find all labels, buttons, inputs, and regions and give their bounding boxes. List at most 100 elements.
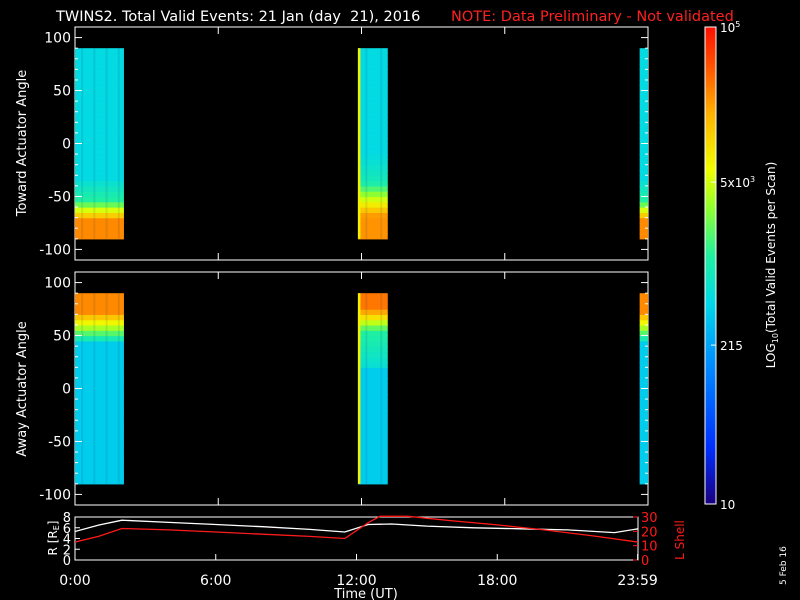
heat-cell <box>75 69 124 76</box>
orbit-y2-tick-label: 30 <box>641 511 658 526</box>
heat-cell <box>75 452 124 458</box>
heat-cell <box>639 132 648 139</box>
heat-cell <box>639 122 648 129</box>
heat-cell <box>75 159 124 166</box>
heat-cell <box>75 127 124 134</box>
heat-cell <box>357 393 388 400</box>
heat-cell <box>639 169 648 176</box>
heat-cell <box>357 452 388 458</box>
heat-cell <box>357 148 388 155</box>
toward-ylabel: Toward Actuator Angle <box>15 70 30 217</box>
colorbar-label-rest: (Total Valid Events per Scan) <box>764 162 778 333</box>
heat-cell <box>639 420 648 427</box>
heat-stripe <box>105 48 108 239</box>
heat-stripe <box>93 293 96 484</box>
heat-cell <box>357 90 388 97</box>
x-tick-label: 18:00 <box>477 573 517 589</box>
heat-cell <box>639 143 648 150</box>
orbit-y-tick-label: 6 <box>63 522 71 537</box>
heat-cell <box>357 457 388 464</box>
heat-cell <box>357 143 388 150</box>
heat-cell <box>639 367 648 374</box>
heat-cell <box>639 58 648 65</box>
heat-cell <box>357 303 388 310</box>
orbit-y2label: L Shell <box>673 520 687 560</box>
heat-cell <box>357 314 388 321</box>
heat-cell <box>639 201 648 208</box>
toward-axis: 100 50 0 -50 -100 <box>39 27 649 260</box>
heat-cell <box>75 314 124 321</box>
away-ylabel: Away Actuator Angle <box>15 321 30 456</box>
x-tick-label: 23:59 <box>617 573 657 589</box>
toward-heatmap <box>75 48 648 240</box>
heat-cell <box>357 79 388 86</box>
heat-cell <box>75 58 124 65</box>
heat-cell <box>75 362 124 368</box>
heat-cell <box>357 122 388 129</box>
orbit-y-tick-label: 8 <box>63 511 71 526</box>
heat-cell <box>75 309 124 315</box>
heat-cell <box>357 319 388 326</box>
heat-cell <box>357 74 388 81</box>
heat-edge <box>357 293 361 484</box>
chart-title: TWINS2. Total Valid Events: 21 Jan (day … <box>55 9 420 25</box>
orbit-y2-tick-label: 10 <box>641 540 658 555</box>
heat-cell <box>639 452 648 458</box>
heat-cell <box>639 467 648 474</box>
heat-cell <box>75 154 124 160</box>
heat-cell <box>75 330 124 337</box>
heat-cell <box>75 383 124 390</box>
heat-cell <box>75 196 124 203</box>
heat-cell <box>639 175 648 182</box>
heat-cell <box>357 233 388 240</box>
heat-cell <box>639 441 648 448</box>
heat-cell <box>357 127 388 134</box>
heat-cell <box>75 185 124 192</box>
heat-cell <box>639 217 648 224</box>
heat-cell <box>357 64 388 70</box>
heat-cell <box>639 154 648 160</box>
heat-cell <box>75 191 124 198</box>
colorbar-tick-exp: 5 <box>735 20 740 29</box>
y-tick-label: 0 <box>62 137 71 153</box>
heat-cell <box>357 367 388 374</box>
heat-cell <box>75 409 124 416</box>
heat-cell <box>639 335 648 342</box>
heat-cell <box>75 446 124 453</box>
heat-cell <box>639 399 648 405</box>
heat-cell <box>75 122 124 129</box>
heat-cell <box>357 404 388 411</box>
heat-cell <box>357 293 388 300</box>
heat-cell <box>639 446 648 453</box>
heat-cell <box>357 117 388 123</box>
heat-cell <box>639 340 648 347</box>
heat-cell <box>639 393 648 400</box>
colorbar-label-main: LOG <box>764 343 778 368</box>
heat-cell <box>639 79 648 86</box>
heat-cell <box>75 414 124 421</box>
heat-cell <box>75 420 124 427</box>
heat-cell <box>639 69 648 76</box>
heat-cell <box>75 138 124 145</box>
heat-cell <box>75 473 124 480</box>
y-tick-label: 50 <box>53 329 71 345</box>
heat-cell <box>639 74 648 81</box>
heat-cell <box>639 324 648 331</box>
heat-cell <box>639 90 648 97</box>
heat-stripe <box>81 48 84 239</box>
heat-cell <box>357 85 388 92</box>
heat-cell <box>639 346 648 353</box>
heat-cell <box>639 106 648 113</box>
heat-cell <box>639 48 648 55</box>
heat-cell <box>357 48 388 55</box>
x-tick-label: 12:00 <box>336 573 376 589</box>
heat-cell <box>357 425 388 432</box>
colorbar-tick-label: 5x103 <box>720 175 755 190</box>
heat-cell <box>75 207 124 213</box>
heat-cell <box>639 164 648 171</box>
heat-cell <box>75 143 124 150</box>
heat-cell <box>357 106 388 113</box>
heat-cell <box>357 462 388 469</box>
